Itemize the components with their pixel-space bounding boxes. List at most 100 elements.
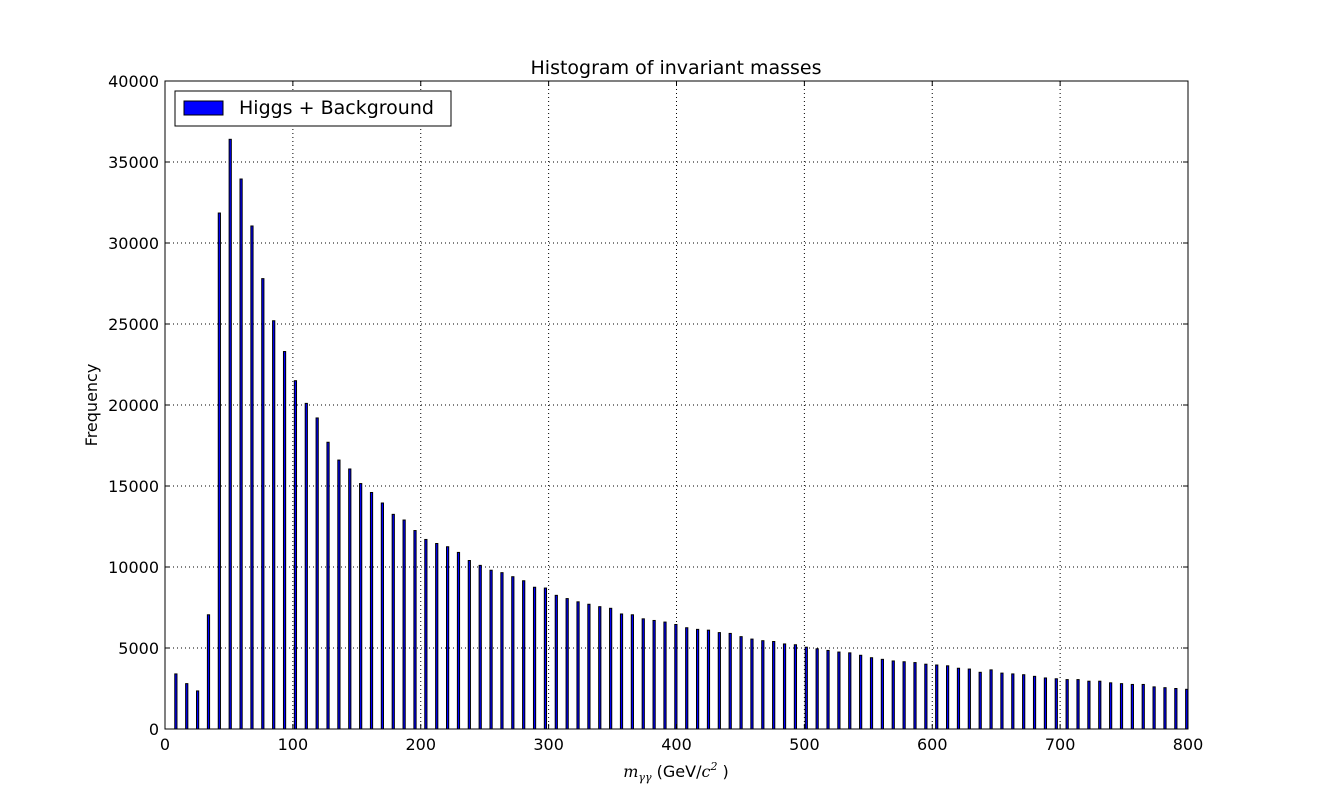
axis-ticks	[164, 80, 1189, 730]
histogram-bar	[902, 661, 906, 730]
histogram-bar	[750, 638, 754, 730]
histogram-bar	[1022, 674, 1026, 730]
histogram-bar	[1152, 686, 1156, 730]
histogram-bar	[446, 546, 450, 730]
histogram-bar	[815, 648, 819, 730]
histogram-bar	[935, 664, 939, 730]
histogram-bar	[1174, 688, 1178, 730]
histogram-bar	[1076, 679, 1080, 730]
histogram-bar	[282, 351, 287, 730]
histogram-bar	[402, 519, 406, 730]
histogram-bar	[1163, 687, 1167, 730]
x-tick-label: 600	[917, 735, 948, 754]
histogram-bar	[369, 491, 374, 730]
histogram-bar	[185, 683, 189, 730]
histogram-bar	[391, 513, 395, 730]
x-tick-label: 400	[661, 735, 692, 754]
histogram-bar	[674, 624, 678, 730]
histogram-bar	[587, 603, 591, 730]
histogram-bar	[891, 660, 895, 730]
histogram-bar	[424, 538, 428, 730]
y-tick-label: 25000	[108, 315, 159, 334]
histogram-bar	[174, 673, 178, 730]
histogram-bar	[1032, 675, 1037, 730]
legend-swatch	[183, 100, 224, 116]
y-tick-label: 40000	[108, 72, 159, 91]
x-label-subscript: γγ	[638, 771, 652, 784]
grid-lines	[165, 81, 1188, 729]
histogram-bar	[1130, 683, 1134, 730]
histogram-bar	[348, 468, 352, 730]
x-label-unit-open: (GeV/	[652, 762, 703, 781]
histogram-bar	[630, 614, 634, 730]
y-tick-labels: 0 5000 10000 15000 20000 25000 30000 35000 40000	[108, 72, 159, 739]
histogram-bar	[315, 417, 319, 730]
histogram-bar	[967, 668, 971, 730]
histogram-bar	[728, 632, 732, 730]
histogram-bar	[413, 530, 417, 730]
histogram-bar	[359, 483, 363, 730]
x-tick-label: 100	[278, 735, 309, 754]
y-axis-label: Frequency	[82, 364, 101, 447]
x-axis-label: mγγ (GeV/c2 )	[623, 760, 729, 784]
histogram-bar	[924, 663, 928, 730]
histogram-bar	[543, 587, 548, 730]
histogram-bar	[706, 629, 711, 730]
histogram-bar	[522, 580, 526, 730]
histogram-bar	[1043, 677, 1048, 730]
x-label-m: m	[623, 762, 638, 781]
histogram-bar	[206, 614, 211, 730]
histogram-bar	[804, 646, 808, 730]
histogram-bar	[685, 627, 689, 730]
histogram-bar	[946, 665, 950, 730]
histogram-bar	[293, 380, 298, 730]
histogram-bar	[913, 662, 917, 730]
histogram-bar	[848, 652, 852, 730]
histogram-bar	[739, 636, 743, 730]
histogram-bar	[326, 441, 330, 730]
histogram-bar	[489, 569, 493, 730]
x-label-superscript: 2	[709, 760, 717, 773]
histogram-bar	[272, 320, 276, 730]
histogram-bar	[717, 632, 721, 730]
x-tick-label: 300	[533, 735, 564, 754]
histogram-bar	[478, 564, 482, 730]
histogram-bar	[1011, 673, 1015, 730]
y-tick-label: 30000	[108, 234, 159, 253]
histogram-bar	[380, 502, 384, 730]
histogram-bar	[250, 225, 254, 730]
histogram-bar	[663, 621, 667, 730]
histogram-bar	[793, 644, 798, 730]
histogram-bar	[761, 640, 765, 730]
histogram-bar	[869, 657, 874, 730]
histogram-bar	[978, 671, 982, 730]
histogram-bar	[859, 654, 863, 730]
x-label-unit-close: )	[717, 762, 728, 781]
histogram-bar	[652, 619, 656, 730]
legend: Higgs + Background	[174, 90, 452, 127]
histogram-bar	[554, 594, 558, 730]
y-tick-label: 15000	[108, 477, 159, 496]
histogram-bar	[565, 598, 569, 730]
histogram-bar	[837, 651, 841, 730]
histogram-bar	[196, 690, 200, 730]
histogram-bar	[880, 658, 884, 730]
histogram-bar	[576, 601, 580, 730]
histogram-bar	[1141, 683, 1145, 730]
histogram-bar	[609, 607, 613, 730]
histogram-bar	[435, 543, 439, 730]
histogram-bar	[989, 669, 993, 730]
x-tick-label: 0	[160, 735, 170, 754]
x-tick-label: 700	[1045, 735, 1076, 754]
histogram-bar	[261, 278, 265, 730]
histogram-bar	[1054, 678, 1058, 730]
histogram-bar	[1087, 680, 1091, 730]
histogram-bar	[598, 606, 602, 730]
histogram-bar	[1185, 688, 1189, 730]
histogram-bar	[696, 628, 700, 730]
histogram-bar	[467, 560, 471, 730]
histogram-bar	[641, 618, 645, 730]
histogram-bar	[511, 576, 515, 730]
x-label-c: c	[701, 762, 710, 781]
